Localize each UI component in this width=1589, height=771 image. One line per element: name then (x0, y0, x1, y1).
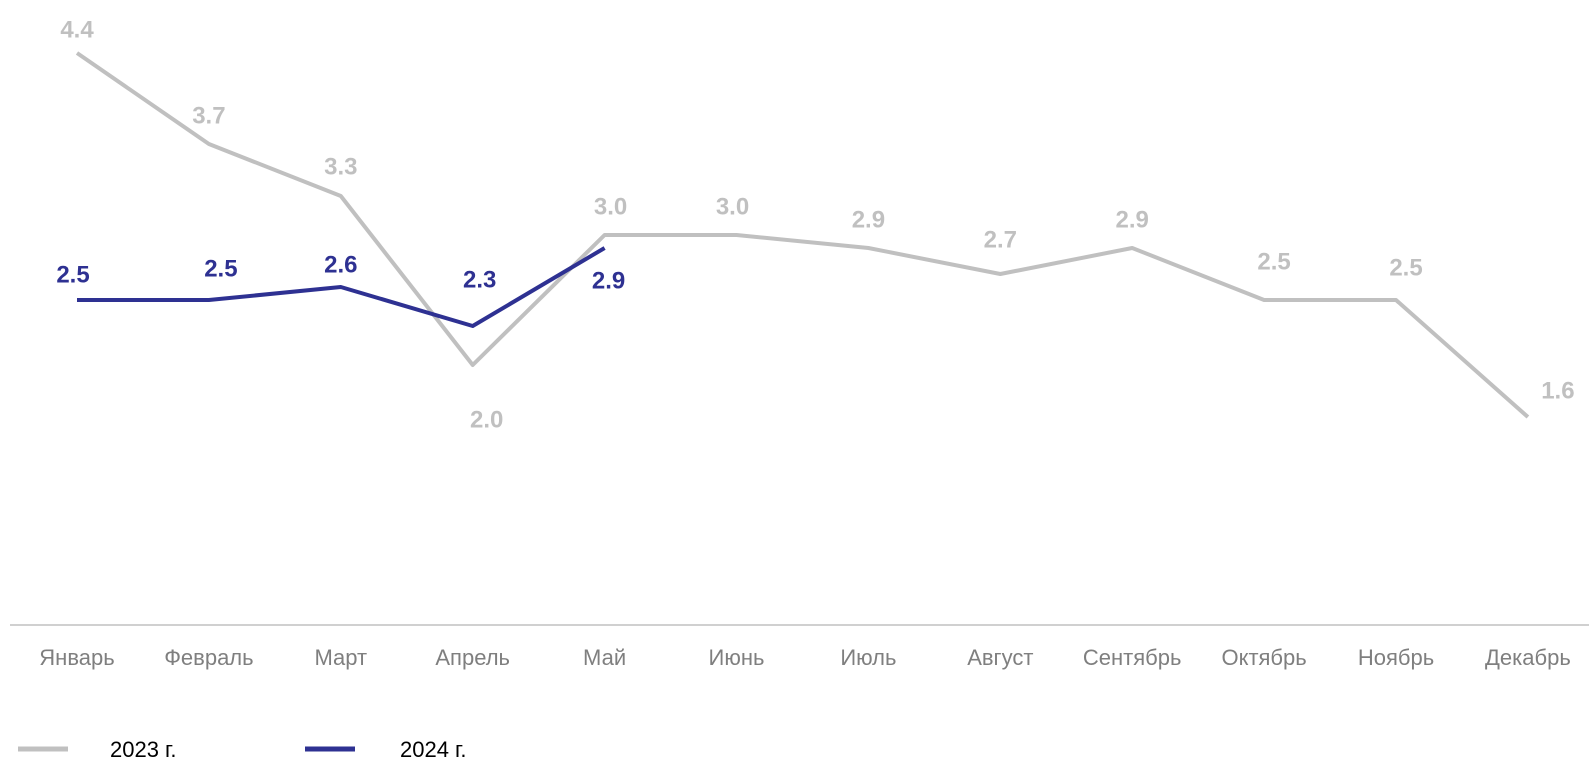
data-label: 2.7 (984, 226, 1017, 253)
data-label: 2.6 (324, 251, 357, 278)
data-label: 3.3 (324, 153, 357, 180)
x-tick-label: Апрель (435, 645, 510, 670)
series-line (77, 246, 606, 328)
x-tick-label: Сентябрь (1083, 645, 1182, 670)
data-label: 4.4 (60, 16, 94, 43)
data-label: 2.9 (1116, 206, 1149, 233)
series-line (75, 51, 1530, 419)
data-label: 2.3 (463, 266, 496, 293)
x-tick-label: Июль (840, 645, 896, 670)
data-label: 2.5 (1389, 254, 1422, 281)
legend-label: 2023 г. (110, 737, 177, 762)
x-tick-label: Март (314, 645, 367, 670)
data-label: 3.0 (594, 193, 627, 220)
x-tick-label: Май (583, 645, 626, 670)
data-label: 2.5 (1257, 248, 1290, 275)
data-label: 2.5 (204, 255, 237, 282)
x-tick-label: Декабрь (1485, 645, 1571, 670)
data-label: 2.9 (852, 206, 885, 233)
x-tick-label: Июнь (709, 645, 765, 670)
x-tick-label: Август (967, 645, 1033, 670)
legend-label: 2024 г. (400, 737, 467, 762)
x-tick-label: Январь (39, 645, 114, 670)
x-tick-label: Октябрь (1221, 645, 1306, 670)
x-tick-label: Февраль (164, 645, 253, 670)
x-tick-label: Ноябрь (1358, 645, 1434, 670)
data-label: 2.5 (56, 261, 89, 288)
data-label: 1.6 (1541, 377, 1574, 404)
data-label: 3.0 (716, 193, 749, 220)
data-label: 2.9 (592, 267, 625, 294)
data-label: 2.0 (470, 406, 503, 433)
data-label: 3.7 (192, 102, 225, 129)
